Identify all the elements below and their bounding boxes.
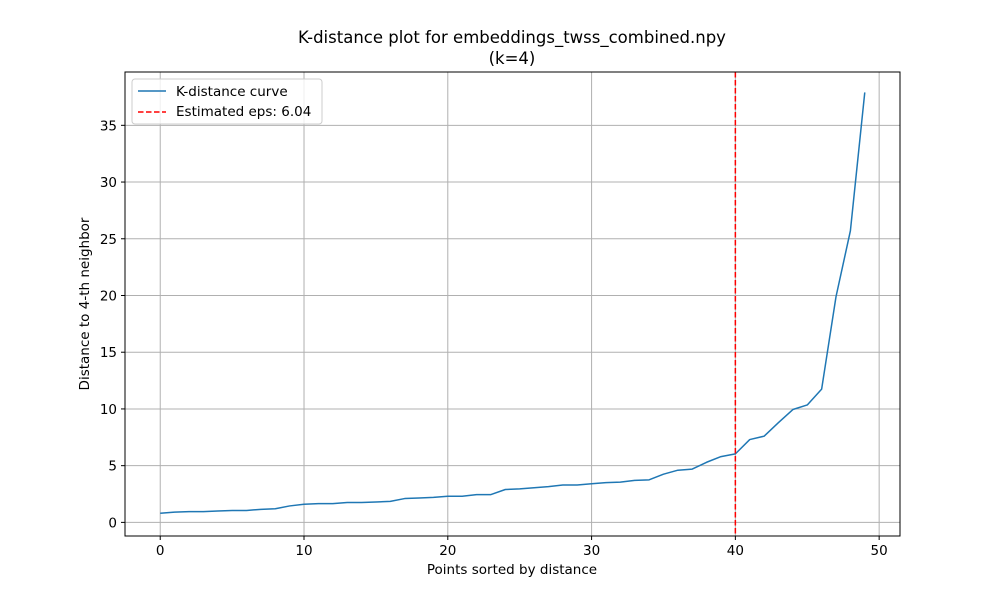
plot-frame <box>124 71 901 537</box>
y-tick-label: 30 <box>100 175 117 191</box>
y-tick-label: 5 <box>108 459 117 475</box>
legend-entry-eps: Estimated eps: 6.04 <box>176 104 311 120</box>
y-tick-label: 35 <box>100 118 117 134</box>
y-axis-label: Distance to 4-th neighbor <box>77 217 93 390</box>
series-layer <box>160 72 866 536</box>
y-tick-label: 15 <box>100 345 117 361</box>
legend-entry-curve: K-distance curve <box>176 84 288 100</box>
x-tick-label: 0 <box>156 543 165 559</box>
x-tick-label: 20 <box>439 543 456 559</box>
axis-ticks: 0 10 20 30 40 50 0 5 10 15 20 25 30 35 <box>100 118 888 559</box>
legend: K-distance curve Estimated eps: 6.04 <box>131 78 323 125</box>
legend-box <box>131 78 323 125</box>
x-tick-label: 10 <box>295 543 312 559</box>
chart-title: K-distance plot for embeddings_twss_comb… <box>298 28 726 48</box>
y-tick-label: 0 <box>108 515 117 531</box>
x-tick-label: 30 <box>583 543 600 559</box>
k-distance-curve-line <box>160 92 866 515</box>
y-tick-label: 25 <box>100 232 117 248</box>
x-axis-label: Points sorted by distance <box>427 562 597 578</box>
x-tick-label: 50 <box>871 543 888 559</box>
chart-subtitle: (k=4) <box>489 49 536 68</box>
y-tick-label: 10 <box>100 402 117 418</box>
x-tick-label: 40 <box>727 543 744 559</box>
y-tick-label: 20 <box>100 288 117 304</box>
grid-lines <box>125 72 900 536</box>
